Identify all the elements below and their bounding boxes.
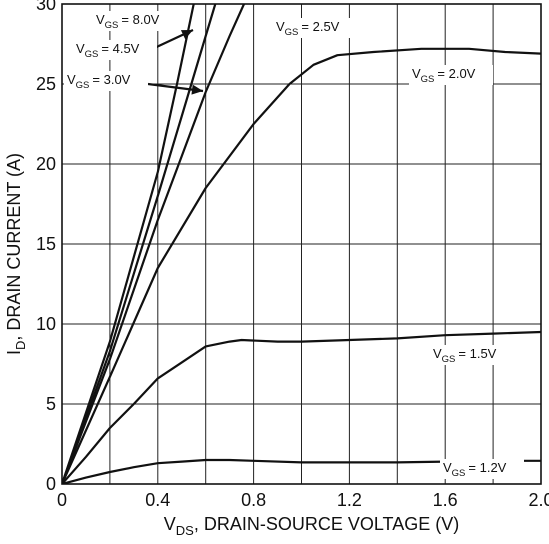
curve-label: VGS = 2.5V xyxy=(276,19,340,38)
x-tick-label: 0.8 xyxy=(241,490,266,510)
plot-frame xyxy=(61,3,542,485)
x-tick-labels: 0 0.4 0.8 1.2 1.6 2.0 xyxy=(57,490,549,510)
curve-label-background xyxy=(409,65,493,85)
y-tick-label: 0 xyxy=(46,474,56,494)
x-tick-label: 2.0 xyxy=(528,490,549,510)
y-tick-labels: 0 5 10 15 20 25 30 xyxy=(36,0,56,494)
y-tick-label: 25 xyxy=(36,74,56,94)
curve-label: VGS = 1.5V xyxy=(433,346,497,365)
x-tick-label: 0 xyxy=(57,490,67,510)
curves xyxy=(62,4,541,484)
y-axis-title-sub: D xyxy=(13,341,28,350)
series-line-5 xyxy=(62,458,541,484)
y-axis-title: ID, DRAIN CURRENT (A) xyxy=(4,153,28,355)
curve-label: VGS = 3.0V xyxy=(67,72,131,91)
annotation-arrow-head xyxy=(180,30,193,40)
y-tick-label: 30 xyxy=(36,0,56,14)
annotation-arrows xyxy=(147,29,204,95)
x-tick-label: 0.4 xyxy=(145,490,170,510)
y-tick-label: 15 xyxy=(36,234,56,254)
curve-label-background xyxy=(273,18,357,38)
series-line-0 xyxy=(62,4,195,484)
x-axis-title-rest: , DRAIN-SOURCE VOLTAGE (V) xyxy=(194,514,459,534)
x-tick-label: 1.6 xyxy=(433,490,458,510)
curve-label-background xyxy=(93,11,177,31)
y-tick-label: 5 xyxy=(46,394,56,414)
series-line-4 xyxy=(62,330,541,484)
curve-label: VGS = 1.2V xyxy=(443,460,507,479)
x-tick-label: 1.2 xyxy=(337,490,362,510)
curve-label: VGS = 8.0V xyxy=(96,12,160,31)
y-tick-label: 10 xyxy=(36,314,56,334)
curve-label-background xyxy=(64,71,148,91)
curve-label-background xyxy=(440,459,524,479)
series-line-3 xyxy=(62,47,541,484)
curve-label: VGS = 4.5V xyxy=(76,41,140,60)
curve-label-background xyxy=(73,40,157,60)
curve-labels: VGS = 8.0V VGS = 4.5V VGS = 3.0V VGS = 2.5V VGS =… xyxy=(64,11,524,479)
curve-label: VGS = 2.0V xyxy=(412,66,476,85)
curve-label-background xyxy=(430,345,514,365)
x-axis-title-sub: DS xyxy=(176,523,194,538)
x-axis-title: VDS, DRAIN-SOURCE VOLTAGE (V) xyxy=(164,514,459,538)
annotation-arrow-head xyxy=(191,84,203,95)
y-axis-title-rest: , DRAIN CURRENT (A) xyxy=(4,153,24,341)
series-line-1 xyxy=(62,4,217,484)
y-tick-label: 20 xyxy=(36,154,56,174)
y-axis-title-prefix: I xyxy=(4,350,24,355)
x-axis-title-prefix: V xyxy=(164,514,176,534)
series-line-2 xyxy=(62,4,246,484)
